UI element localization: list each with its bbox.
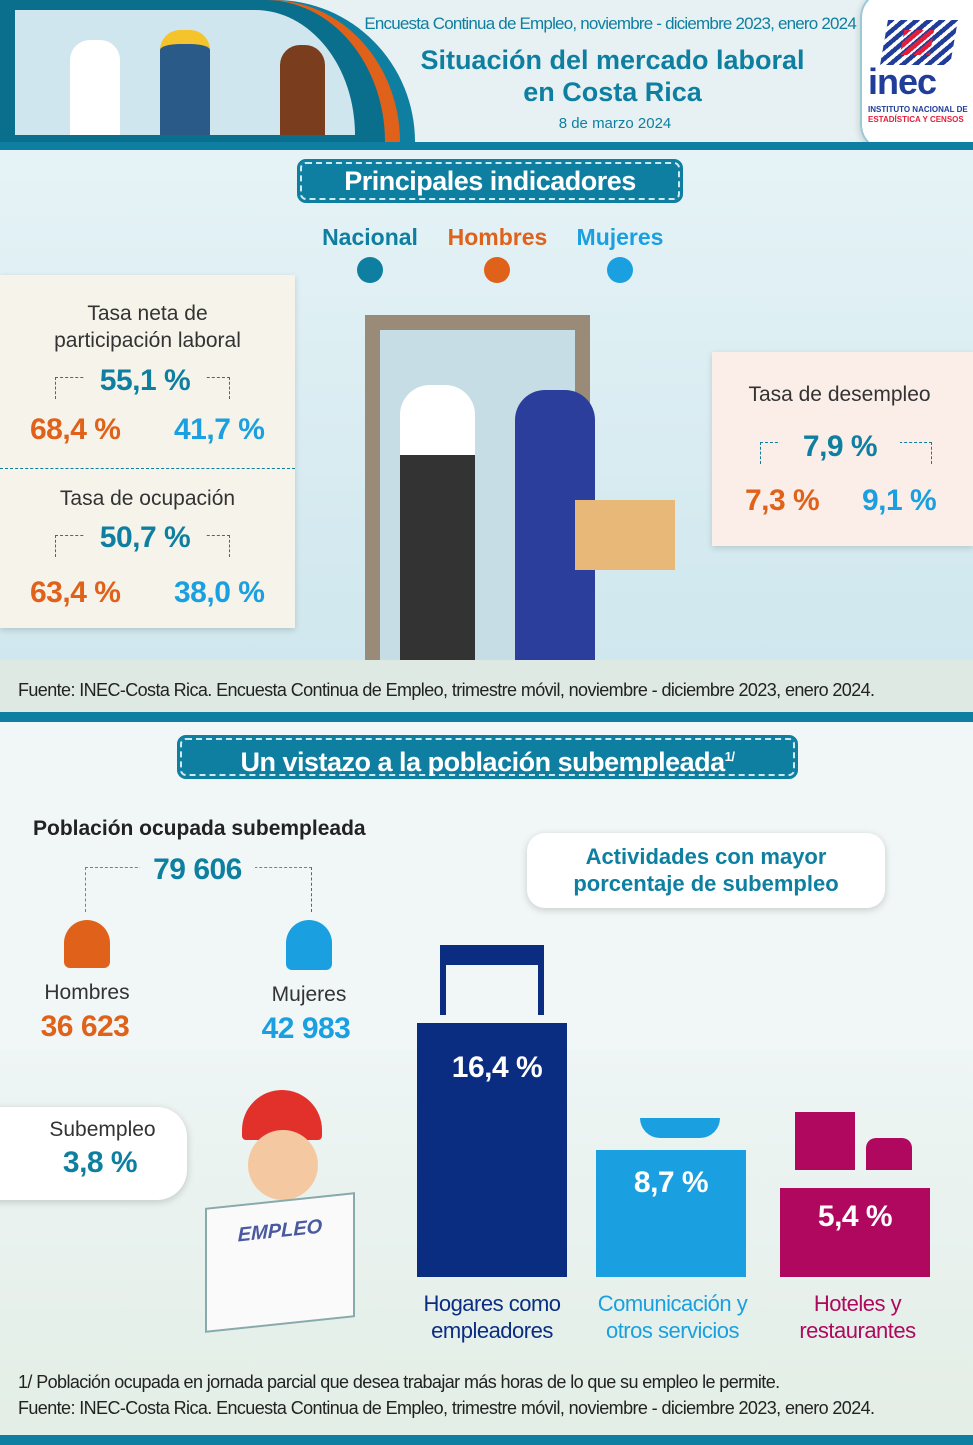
legend-nacional: Nacional: [322, 224, 418, 250]
gear-icon: [484, 257, 510, 283]
participation-nacional: 55,1 %: [85, 364, 205, 398]
page-title: Situación del mercado laboral en Costa R…: [380, 44, 845, 108]
logo-dots: [880, 20, 958, 65]
gear-icon: [607, 257, 633, 283]
workers-illustration: [15, 10, 355, 135]
women-label: Mujeres: [271, 983, 347, 1006]
newspaper-headline: EMPLEO: [237, 1215, 323, 1247]
label-line: empleadores: [431, 1318, 553, 1343]
men-label: Hombres: [44, 981, 130, 1004]
logo-sub1: INSTITUTO NACIONAL DE: [868, 105, 968, 114]
bar-hoteles: 5,4 %: [780, 1188, 930, 1277]
underemployment-source: Fuente: INEC-Costa Rica. Encuesta Contin…: [18, 1398, 875, 1418]
gear-icon: [357, 257, 383, 283]
label-comunicacion: Comunicación y otros servicios: [580, 1290, 765, 1344]
bottom-band: [0, 1435, 973, 1445]
hotel-icon: [795, 1112, 855, 1170]
left-indicator-card: [0, 275, 295, 628]
participation-title: Tasa neta de participación laboral: [0, 300, 295, 354]
household-icon: [440, 945, 544, 1015]
inec-logo: inec INSTITUTO NACIONAL DE ESTADÍSTICA Y…: [860, 0, 973, 152]
bar-hogares: 16,4 %: [417, 1023, 567, 1277]
legend-mujeres: Mujeres: [576, 224, 664, 250]
subempleo-label: Subempleo: [49, 1118, 156, 1141]
survey-subtitle: Encuesta Continua de Empleo, noviembre -…: [364, 14, 856, 33]
occupation-title: Tasa de ocupación: [59, 487, 236, 510]
unemployment-hombres: 7,3 %: [745, 484, 820, 517]
indicators-heading: Principales indicadores: [297, 159, 683, 203]
title-line-1: Situación del mercado laboral: [420, 45, 805, 75]
population-total: 79 606: [140, 853, 255, 887]
man-icon: [64, 920, 110, 968]
woman-icon: [286, 920, 332, 970]
footnote-marker: 1/: [724, 749, 735, 764]
florist-figure: [280, 45, 325, 135]
construction-worker-figure: [160, 30, 210, 135]
footnote: 1/ Población ocupada en jornada parcial …: [18, 1372, 780, 1392]
label-line: restaurantes: [799, 1318, 916, 1343]
restaurant-icon: [866, 1138, 912, 1170]
participation-mujeres: 41,7 %: [174, 413, 265, 446]
activities-title-1: Actividades con mayor: [585, 844, 827, 869]
logo-dots-red: [899, 30, 935, 55]
logo-text: inec: [868, 61, 937, 102]
label-line: Comunicación y: [597, 1291, 748, 1316]
woman-figure: [400, 385, 475, 660]
participation-hombres: 68,4 %: [30, 413, 121, 446]
participation-title-2: participación laboral: [54, 329, 241, 352]
publication-date: 8 de marzo 2024: [558, 115, 672, 132]
label-line: otros servicios: [605, 1318, 740, 1343]
heading-text: Un vistazo a la población subempleada: [240, 747, 726, 777]
activities-title-2: porcentaje de subempleo: [573, 871, 839, 896]
indicators-source: Fuente: INEC-Costa Rica. Encuesta Contin…: [0, 660, 973, 712]
occupation-mujeres: 38,0 %: [174, 576, 265, 609]
title-line-2: en Costa Rica: [523, 77, 702, 107]
bar-comunicacion: 8,7 %: [596, 1150, 746, 1277]
women-value: 42 983: [261, 1012, 351, 1045]
header: Encuesta Continua de Empleo, noviembre -…: [0, 0, 973, 152]
label-line: Hogares como: [423, 1291, 561, 1316]
population-title: Población ocupada subempleada: [33, 817, 366, 840]
label-hoteles: Hoteles y restaurantes: [770, 1290, 945, 1344]
subempleo-box: [0, 1107, 187, 1200]
logo-sub2: ESTADÍSTICA Y CENSOS: [868, 115, 964, 124]
doctor-figure: [70, 40, 120, 135]
men-value: 36 623: [40, 1010, 130, 1043]
divider: [0, 142, 973, 150]
underemployment-heading: Un vistazo a la población subempleada1/: [177, 735, 798, 779]
participation-title-1: Tasa neta de: [87, 302, 208, 325]
label-line: Hoteles y: [813, 1291, 902, 1316]
occupation-hombres: 63,4 %: [30, 576, 121, 609]
box-illustration: [575, 500, 675, 570]
subempleo-value: 3,8 %: [62, 1146, 138, 1179]
card-divider: [0, 468, 295, 469]
newspaper-illustration: EMPLEO: [205, 1192, 355, 1333]
activities-title-box: Actividades con mayor porcentaje de sube…: [527, 833, 885, 908]
divider: [0, 712, 973, 722]
unemployment-mujeres: 9,1 %: [862, 484, 937, 517]
legend-hombres: Hombres: [447, 224, 548, 250]
reader-face: [248, 1130, 318, 1200]
unemployment-nacional: 7,9 %: [780, 430, 900, 464]
unemployment-title: Tasa de desempleo: [748, 383, 931, 406]
label-hogares: Hogares como empleadores: [402, 1290, 582, 1344]
occupation-nacional: 50,7 %: [85, 521, 205, 555]
communication-icon: [640, 1068, 720, 1138]
